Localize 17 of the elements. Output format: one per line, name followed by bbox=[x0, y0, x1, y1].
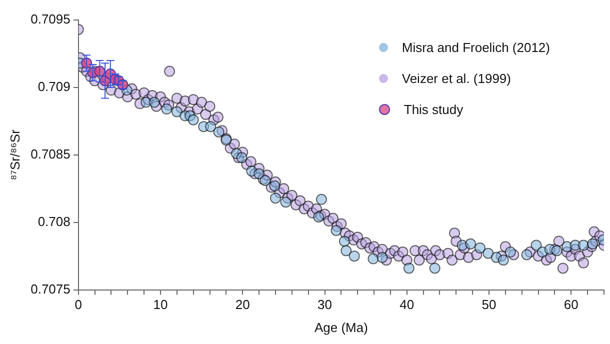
x-tick-label: 50 bbox=[482, 297, 496, 312]
x-tick-label: 30 bbox=[318, 297, 332, 312]
y-tick-label: 0.7085 bbox=[30, 146, 70, 162]
y-tick-label: 0.7095 bbox=[30, 12, 70, 27]
y-tick-label: 0.7075 bbox=[30, 281, 70, 296]
y-axis-title: ⁸⁷Sr/⁸⁶Sr bbox=[7, 128, 22, 180]
x-tick-label: 40 bbox=[400, 297, 414, 312]
y-tick-label: 0.708 bbox=[38, 214, 70, 229]
y-tick-label: 0.709 bbox=[38, 79, 70, 94]
x-tick-label: 0 bbox=[74, 297, 82, 312]
x-tick-label: 10 bbox=[153, 297, 168, 312]
legend-label: Veizer et al. (1999) bbox=[402, 71, 511, 86]
x-tick-label: 20 bbox=[235, 297, 250, 312]
x-axis-title: Age (Ma) bbox=[314, 320, 368, 335]
legend-label: This study bbox=[404, 102, 464, 117]
legend-label: Misra and Froelich (2012) bbox=[402, 40, 550, 55]
x-tick-label: 60 bbox=[564, 297, 578, 312]
